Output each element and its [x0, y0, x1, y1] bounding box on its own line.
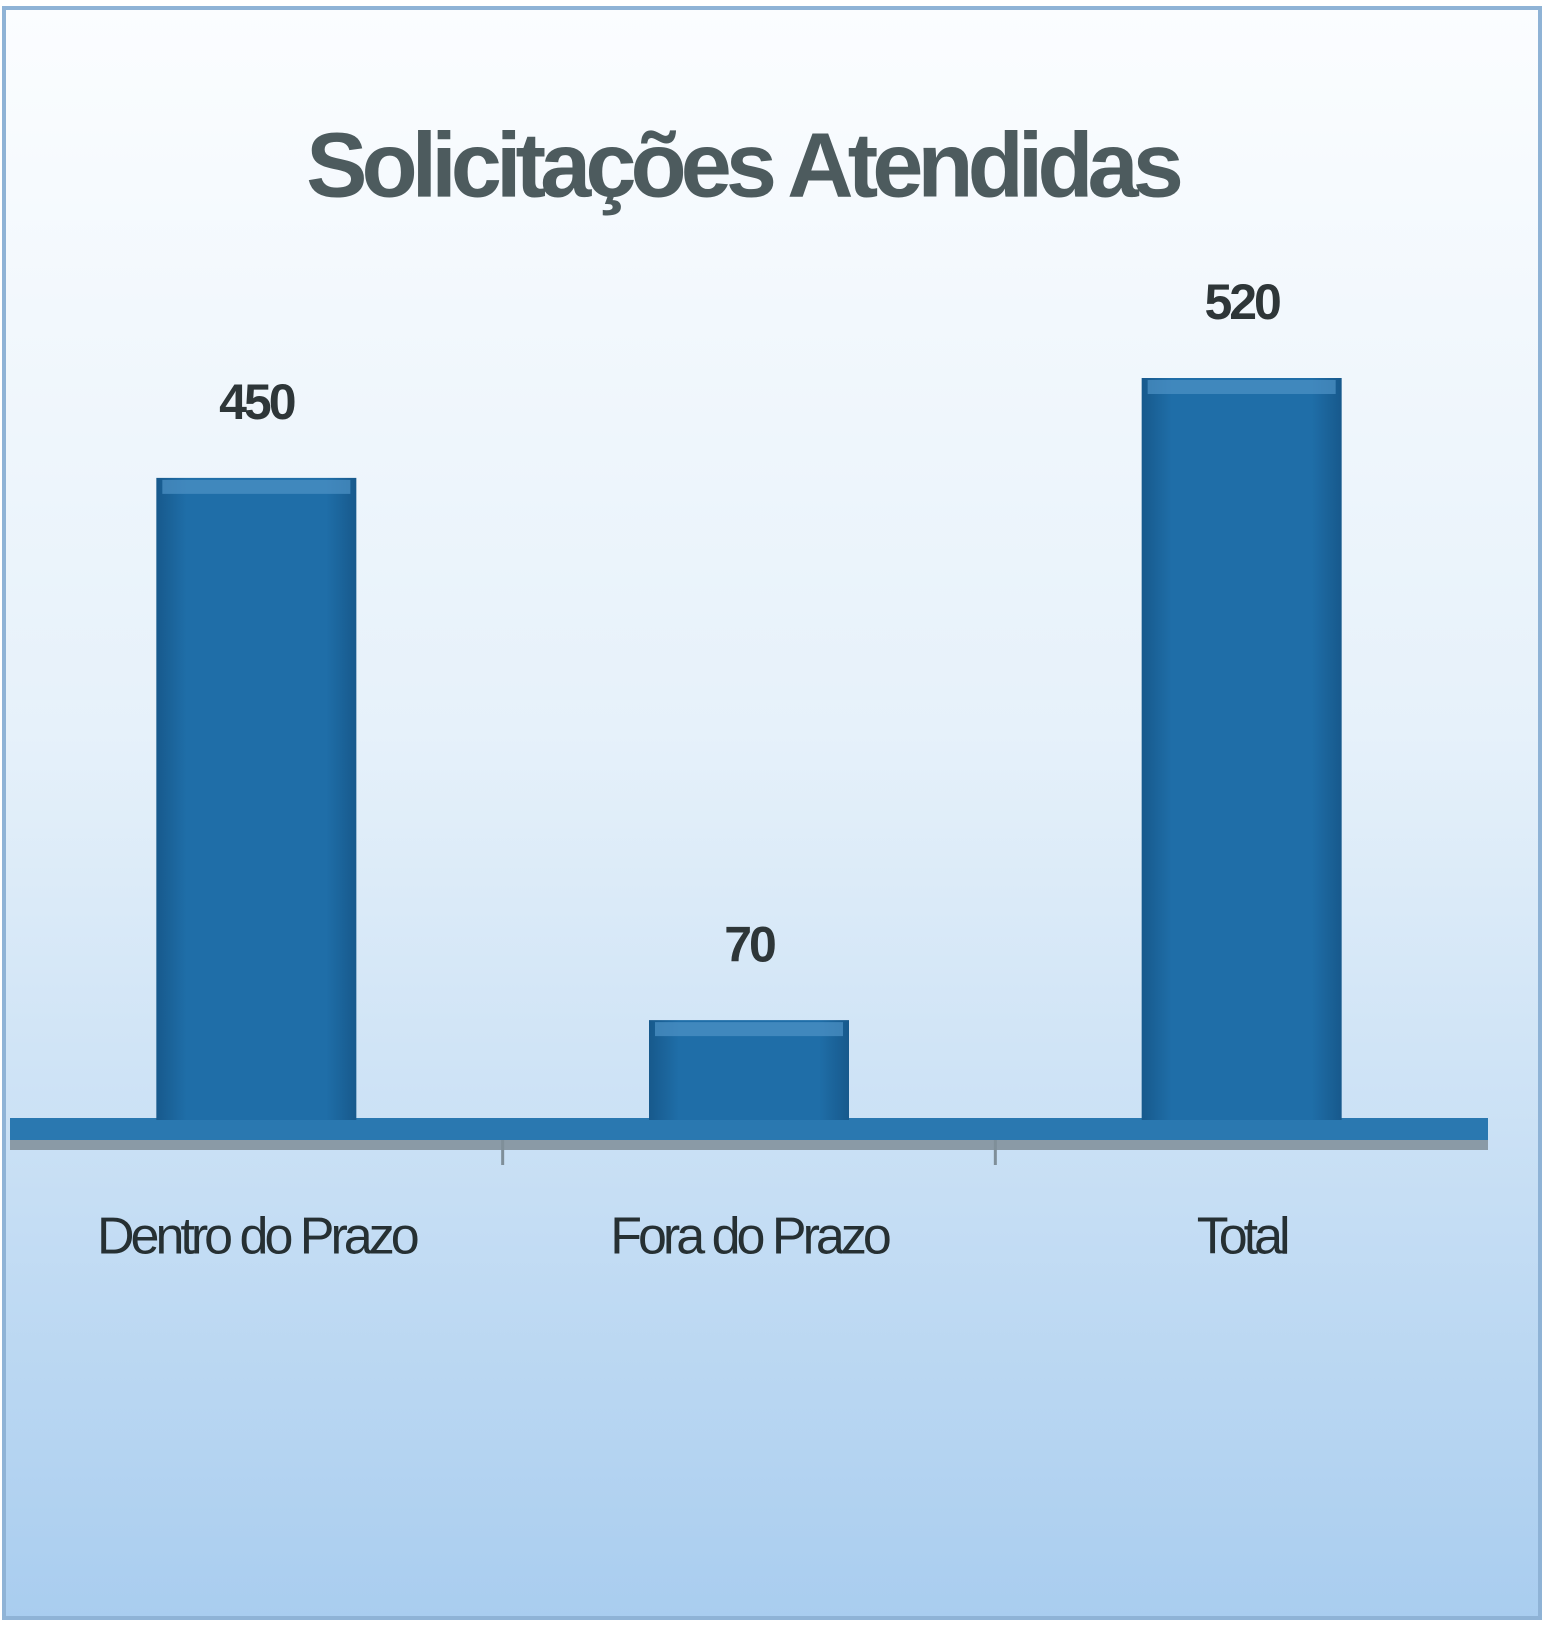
x-tick-label: Total: [1197, 1208, 1288, 1266]
bar-highlight: [162, 479, 351, 494]
x-tick-label: Fora do Prazo: [610, 1208, 890, 1266]
bar: [1141, 378, 1342, 1120]
value-label: 520: [1204, 274, 1280, 330]
bar: [649, 1020, 849, 1120]
value-label: 450: [219, 374, 295, 430]
base-platform: [10, 1118, 1488, 1140]
chart-title: Solicitações Atendidas: [306, 114, 1181, 216]
x-tick-label: Dentro do Prazo: [97, 1208, 418, 1266]
bar-highlight: [655, 1022, 843, 1037]
base-platform-edge: [10, 1140, 1488, 1150]
bar: [156, 477, 357, 1120]
bar-highlight: [1147, 380, 1336, 394]
value-label: 70: [724, 916, 775, 972]
